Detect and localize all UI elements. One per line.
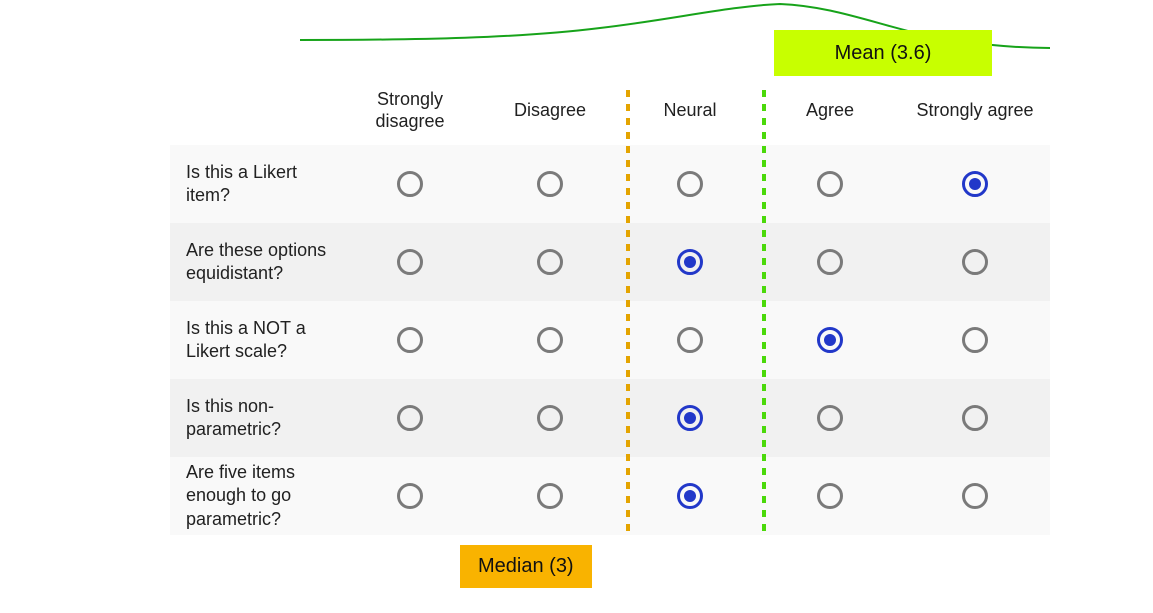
column-header-o2: Disagree xyxy=(480,99,620,122)
table-row: Is this a NOT a Likert scale? xyxy=(170,301,1050,379)
radio-button[interactable] xyxy=(677,405,703,431)
radio-button[interactable] xyxy=(817,249,843,275)
question-text: Is this a Likert item? xyxy=(170,153,340,216)
option-cell xyxy=(900,405,1050,431)
radio-button[interactable] xyxy=(537,171,563,197)
option-cell xyxy=(480,249,620,275)
question-text: Are these options equidistant? xyxy=(170,231,340,294)
column-header-o5: Strongly agree xyxy=(900,99,1050,122)
option-cell xyxy=(480,171,620,197)
option-cell xyxy=(760,483,900,509)
option-cell xyxy=(340,249,480,275)
question-text: Is this non-parametric? xyxy=(170,387,340,450)
option-cell xyxy=(760,249,900,275)
question-text: Are five items enough to go parametric? xyxy=(170,453,340,539)
column-header-o1: Strongly disagree xyxy=(340,88,480,133)
option-cell xyxy=(620,327,760,353)
radio-dot-icon xyxy=(824,334,836,346)
table-row: Is this a Likert item? xyxy=(170,145,1050,223)
radio-dot-icon xyxy=(969,178,981,190)
radio-button[interactable] xyxy=(962,249,988,275)
radio-button[interactable] xyxy=(537,405,563,431)
column-header-o3: Neural xyxy=(620,99,760,122)
radio-button[interactable] xyxy=(397,249,423,275)
radio-button[interactable] xyxy=(677,171,703,197)
option-cell xyxy=(760,405,900,431)
radio-button[interactable] xyxy=(397,327,423,353)
radio-button[interactable] xyxy=(817,171,843,197)
radio-button[interactable] xyxy=(397,483,423,509)
radio-button[interactable] xyxy=(397,171,423,197)
radio-button[interactable] xyxy=(962,483,988,509)
option-cell xyxy=(480,405,620,431)
median-badge: Median (3) xyxy=(460,545,592,588)
table-header-row: Strongly disagreeDisagreeNeuralAgreeStro… xyxy=(170,75,1050,145)
option-cell xyxy=(620,171,760,197)
option-cell xyxy=(900,327,1050,353)
option-cell xyxy=(340,327,480,353)
option-cell xyxy=(900,483,1050,509)
radio-button[interactable] xyxy=(962,171,988,197)
radio-button[interactable] xyxy=(677,249,703,275)
table-row: Is this non-parametric? xyxy=(170,379,1050,457)
radio-button[interactable] xyxy=(677,327,703,353)
option-cell xyxy=(340,171,480,197)
radio-button[interactable] xyxy=(817,405,843,431)
option-cell xyxy=(480,483,620,509)
option-cell xyxy=(760,171,900,197)
option-cell xyxy=(900,249,1050,275)
column-header-o4: Agree xyxy=(760,99,900,122)
option-cell xyxy=(620,405,760,431)
option-cell xyxy=(340,405,480,431)
radio-button[interactable] xyxy=(962,327,988,353)
radio-button[interactable] xyxy=(537,483,563,509)
radio-button[interactable] xyxy=(962,405,988,431)
option-cell xyxy=(480,327,620,353)
option-cell xyxy=(620,249,760,275)
option-cell xyxy=(760,327,900,353)
radio-button[interactable] xyxy=(537,249,563,275)
radio-dot-icon xyxy=(684,490,696,502)
radio-button[interactable] xyxy=(817,483,843,509)
radio-button[interactable] xyxy=(817,327,843,353)
option-cell xyxy=(340,483,480,509)
radio-button[interactable] xyxy=(397,405,423,431)
table-row: Are five items enough to go parametric? xyxy=(170,457,1050,535)
mean-badge: Mean (3.6) xyxy=(774,30,992,76)
radio-dot-icon xyxy=(684,412,696,424)
option-cell xyxy=(620,483,760,509)
radio-button[interactable] xyxy=(537,327,563,353)
radio-button[interactable] xyxy=(677,483,703,509)
question-text: Is this a NOT a Likert scale? xyxy=(170,309,340,372)
question-header-blank xyxy=(170,102,340,118)
table-row: Are these options equidistant? xyxy=(170,223,1050,301)
radio-dot-icon xyxy=(684,256,696,268)
option-cell xyxy=(900,171,1050,197)
likert-table: Strongly disagreeDisagreeNeuralAgreeStro… xyxy=(170,75,1050,535)
